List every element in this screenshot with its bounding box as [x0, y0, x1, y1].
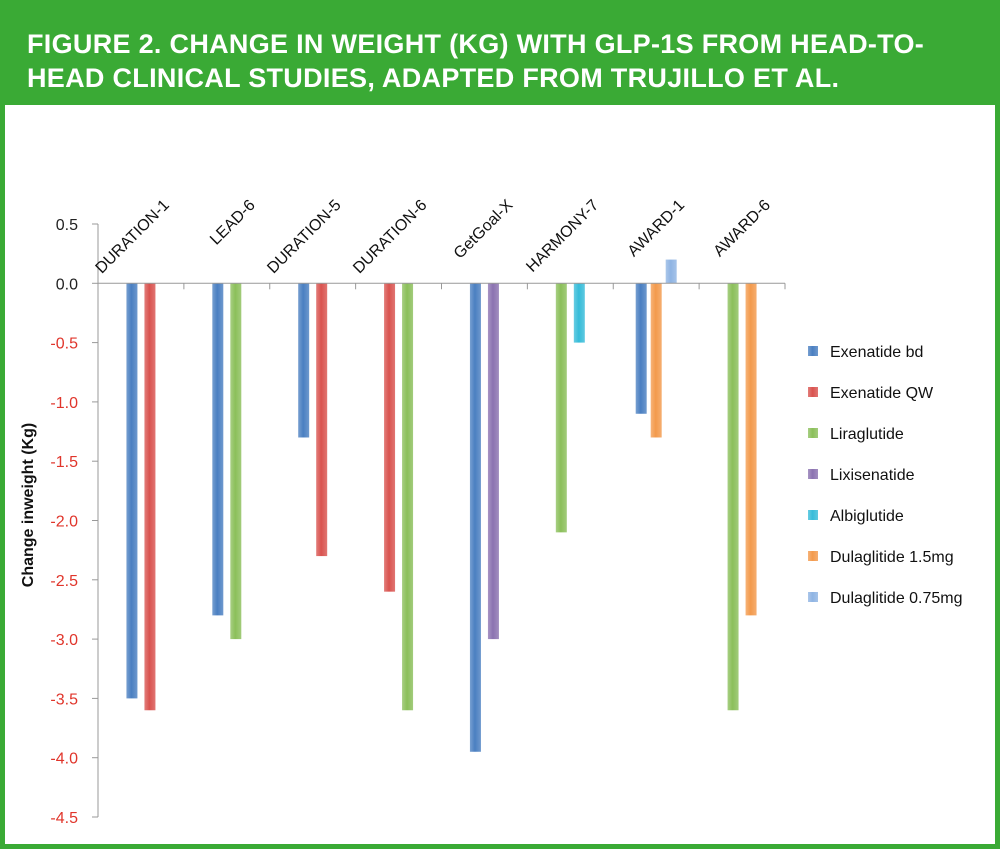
- legend-label-lixisenatide: Lixisenatide: [830, 467, 915, 484]
- bar-harmony-7-liraglutide: [555, 283, 567, 533]
- legend-label-albiglutide: Albiglutide: [830, 508, 904, 525]
- y-tick-label: -1.0: [50, 395, 78, 412]
- y-tick-label: -3.0: [50, 632, 78, 649]
- category-label-award-1: AWARD-1: [625, 197, 688, 260]
- legend-swatch-albiglutide: [808, 510, 818, 520]
- bar-duration-5-exenatide-qw: [316, 283, 328, 557]
- bar-award-6-liraglutide: [727, 283, 739, 711]
- y-tick-label: -2.0: [50, 514, 78, 531]
- legend-swatch-exenatide-bd: [808, 346, 818, 356]
- y-axis-label: Change inweight (Kg): [20, 423, 37, 587]
- figure-title: FIGURE 2. CHANGE IN WEIGHT (KG) WITH GLP…: [27, 29, 925, 93]
- legend-swatch-dulaglitide-0-75mg: [808, 592, 818, 602]
- bars: [126, 259, 757, 752]
- bar-duration-5-exenatide-bd: [298, 283, 310, 438]
- bar-award-1-dulaglitide-0-75mg: [665, 259, 677, 284]
- y-tick-label: 0.0: [56, 276, 78, 293]
- legend-label-liraglutide: Liraglutide: [830, 426, 904, 443]
- category-label-lead-6: LEAD-6: [207, 197, 259, 249]
- y-tick-label: -4.0: [50, 751, 78, 768]
- category-label-harmony-7: HARMONY-7: [523, 197, 602, 276]
- bar-duration-6-liraglutide: [402, 283, 414, 711]
- bar-lead-6-liraglutide: [230, 283, 242, 640]
- y-tick-label: -3.5: [50, 691, 78, 708]
- category-label-duration-6: DURATION-6: [350, 197, 430, 277]
- bar-duration-1-exenatide-bd: [126, 283, 138, 699]
- bar-harmony-7-albiglutide: [573, 283, 585, 343]
- figure-header: FIGURE 2. CHANGE IN WEIGHT (KG) WITH GLP…: [5, 5, 1000, 105]
- y-tick-label: -2.5: [50, 573, 78, 590]
- category-label-duration-1: DURATION-1: [93, 197, 173, 277]
- legend: Exenatide bd Exenatide QW Liraglutide Lixis…: [808, 344, 963, 607]
- bar-getgoal-x-exenatide-bd: [469, 283, 481, 752]
- legend-swatch-lixisenatide: [808, 469, 818, 479]
- bar-duration-6-exenatide-qw: [384, 283, 396, 592]
- bar-award-1-exenatide-bd: [635, 283, 647, 414]
- y-tick-label: -0.5: [50, 336, 78, 353]
- legend-swatch-exenatide-qw: [808, 387, 818, 397]
- legend-swatch-dulaglitide-1-5mg: [808, 551, 818, 561]
- bar-award-6-dulaglitide-1-5mg: [745, 283, 757, 616]
- y-tick-label: -1.5: [50, 454, 78, 471]
- category-label-award-6: AWARD-6: [711, 197, 774, 260]
- bar-duration-1-exenatide-qw: [144, 283, 156, 711]
- legend-label-dulaglitide-1-5mg: Dulaglitide 1.5mg: [830, 549, 954, 566]
- category-label-getgoal-x: GetGoal-X: [451, 197, 517, 263]
- category-label-duration-5: DURATION-5: [264, 197, 344, 277]
- legend-label-exenatide-bd: Exenatide bd: [830, 344, 923, 361]
- bar-getgoal-x-lixisenatide: [487, 283, 499, 640]
- legend-label-dulaglitide-0-75mg: Dulaglitide 0.75mg: [830, 590, 963, 607]
- bar-lead-6-exenatide-bd: [212, 283, 224, 616]
- y-tick-label: 0.5: [56, 217, 78, 234]
- weight-change-chart: 0.5 0.0 -0.5 -1.0 -1.5 -2.0 -2.5 -3.0 -3.5 -4.0 -4…: [20, 197, 963, 827]
- y-tick-label: -4.5: [50, 810, 78, 827]
- legend-swatch-liraglutide: [808, 428, 818, 438]
- y-axis-ticks: 0.5 0.0 -0.5 -1.0 -1.5 -2.0 -2.5 -3.0 -3.5 -4.0 -4…: [50, 217, 98, 827]
- axes: [97, 224, 786, 817]
- legend-label-exenatide-qw: Exenatide QW: [830, 385, 934, 402]
- bar-award-1-dulaglitide-1-5mg: [650, 283, 662, 438]
